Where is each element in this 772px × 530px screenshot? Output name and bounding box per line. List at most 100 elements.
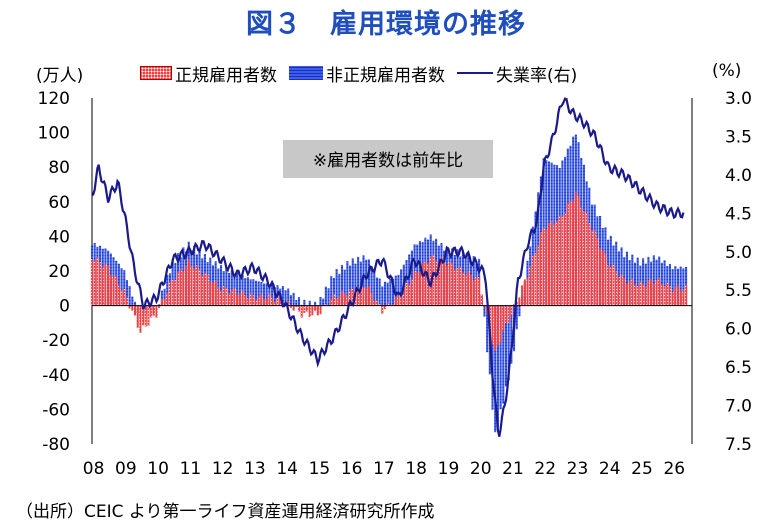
bar-regular <box>109 274 112 306</box>
bar-regular <box>176 271 180 306</box>
bar-regular <box>117 285 120 306</box>
bar-nonregular <box>389 278 392 306</box>
bar-nonregular <box>679 266 682 306</box>
bar-nonregular <box>254 280 258 306</box>
bar-nonregular <box>486 305 489 353</box>
bar-regular <box>306 305 309 312</box>
y-tick-label: 60 <box>48 193 70 213</box>
bar-regular <box>652 283 655 306</box>
y-tick-label: 40 <box>48 227 70 247</box>
bar-regular <box>335 298 338 306</box>
bar-nonregular <box>249 279 252 306</box>
bar-nonregular <box>397 274 400 306</box>
bar-regular <box>582 211 585 306</box>
bar-nonregular <box>507 305 510 381</box>
bar-regular <box>459 266 462 306</box>
bar-regular <box>125 297 128 306</box>
bar-nonregular <box>125 280 128 306</box>
bar-regular <box>295 305 298 308</box>
bar-regular <box>413 271 416 306</box>
bar-regular <box>362 287 365 306</box>
bar-regular <box>209 282 212 306</box>
bar-nonregular <box>246 277 249 306</box>
legend-swatch-nonregular <box>289 66 323 80</box>
bar-regular <box>623 277 626 306</box>
bar-regular <box>631 278 634 306</box>
left-axis-unit: (万人) <box>36 66 84 86</box>
bar-regular <box>491 305 494 345</box>
bar-regular <box>182 271 185 306</box>
bar-regular <box>168 282 172 306</box>
bar-nonregular <box>133 301 137 306</box>
bar-nonregular <box>123 270 126 306</box>
bar-regular <box>174 280 177 306</box>
bar-regular <box>531 255 534 306</box>
bar-nonregular <box>324 286 327 306</box>
bar-regular <box>529 266 532 306</box>
bar-regular <box>179 268 182 306</box>
bar-regular <box>115 276 118 306</box>
bar-regular <box>139 305 142 333</box>
bar-regular <box>561 216 564 306</box>
bar-regular <box>478 277 481 306</box>
bar-regular <box>518 297 521 306</box>
bar-nonregular <box>504 305 508 387</box>
note-text: ※雇用者数は前年比 <box>313 151 463 171</box>
bar-regular <box>510 305 513 316</box>
bar-regular <box>633 285 637 306</box>
bar-regular <box>375 300 378 306</box>
bar-regular <box>155 305 158 318</box>
source-note: （出所）CEIC より第一ライフ資産運用経済研究所作成 <box>16 502 435 522</box>
bar-nonregular <box>491 305 494 410</box>
bar-regular <box>276 297 279 306</box>
bar-regular <box>545 229 548 306</box>
bar-regular <box>378 304 381 306</box>
y-tick-label: -80 <box>42 435 70 455</box>
bar-regular <box>572 200 575 306</box>
bar-nonregular <box>354 263 357 306</box>
x-tick-label: 22 <box>534 459 556 479</box>
bar-regular <box>418 271 422 306</box>
bar-regular <box>564 212 567 306</box>
bar-regular <box>144 305 147 327</box>
bar-nonregular <box>483 305 486 317</box>
bar-nonregular <box>633 262 637 306</box>
bar-regular <box>405 282 408 306</box>
bar-regular <box>550 221 553 306</box>
x-tick-label: 10 <box>147 459 169 479</box>
y-tick-label: -40 <box>42 366 70 386</box>
bar-nonregular <box>362 255 365 306</box>
bar-regular <box>246 298 249 306</box>
bar-regular <box>421 263 424 306</box>
bar-nonregular <box>351 258 354 306</box>
bar-regular <box>615 271 618 306</box>
bar-regular <box>300 305 303 318</box>
bar-nonregular <box>131 296 134 306</box>
bar-regular <box>464 274 467 306</box>
bar-regular <box>650 279 653 306</box>
bar-nonregular <box>370 268 373 306</box>
bar-regular <box>107 265 110 306</box>
bar-regular <box>668 286 672 306</box>
x-tick-label: 08 <box>83 459 105 479</box>
y-tick-label: 0 <box>59 297 70 317</box>
bar-nonregular <box>663 260 666 306</box>
bar-regular <box>679 291 682 306</box>
bar-regular <box>445 265 448 306</box>
bar-regular <box>367 285 370 306</box>
bar-nonregular <box>257 281 260 306</box>
bar-nonregular <box>297 297 301 306</box>
bar-nonregular <box>244 278 247 306</box>
bar-regular <box>469 274 473 306</box>
bar-regular <box>136 305 139 328</box>
bar-regular <box>152 305 155 316</box>
bar-nonregular <box>322 298 325 306</box>
bar-nonregular <box>209 257 212 306</box>
bar-nonregular <box>166 274 169 306</box>
bar-regular <box>211 282 215 306</box>
bar-regular <box>480 295 483 306</box>
x-tick-label: 21 <box>502 459 524 479</box>
bar-regular <box>96 257 99 306</box>
bar-regular <box>556 220 559 306</box>
bar-regular <box>499 305 502 343</box>
